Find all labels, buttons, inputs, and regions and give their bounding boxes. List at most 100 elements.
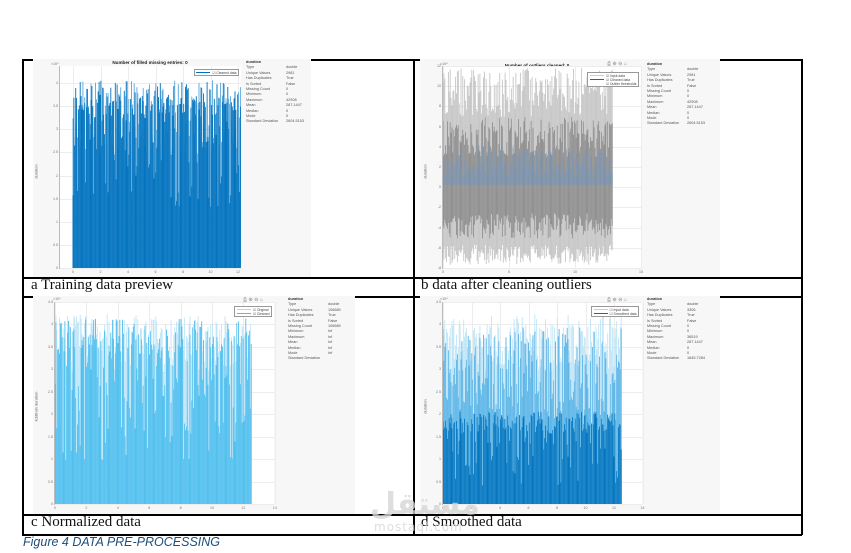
stats-row: Standard Deviation 1645.7284: [647, 356, 717, 361]
legend-label: ☑ Cleaned: [252, 311, 270, 316]
plot-legend[interactable]: ☑ Cleaned data: [193, 69, 239, 76]
stats-row: Is Sorted False: [246, 82, 309, 87]
home-icon[interactable]: ⌂: [623, 61, 627, 67]
x-tick-label: 0: [442, 506, 444, 510]
x-tick-label: 12: [236, 270, 240, 274]
y-tick-label: 2: [56, 173, 58, 178]
stats-value: 0: [286, 108, 289, 113]
stats-key: Mean: [288, 340, 298, 345]
stats-value: double: [687, 302, 699, 307]
y-tick-label: 3.5: [436, 344, 441, 349]
panel-d-figure: ×10⁴ duration ⎙ ⊕ ⊖ ⌂ 4.5 4 3.5 3 2.5 2 1.5 1 0.5 0 0…: [420, 296, 720, 514]
print-icon[interactable]: ⎙: [243, 297, 248, 303]
stats-row: Maximum 36519: [647, 335, 717, 340]
stats-value: 2981: [286, 70, 295, 75]
x-tick-label: 8: [179, 506, 182, 510]
stats-value: 0: [687, 110, 690, 115]
print-icon[interactable]: ⎙: [607, 297, 612, 303]
stats-value: 3306: [687, 307, 696, 312]
x-tick-label: 10: [573, 270, 577, 274]
y-exponent: ×10⁴: [440, 62, 448, 66]
x-tick-label: 2: [99, 270, 102, 274]
stats-key: Has Duplicates: [647, 78, 673, 83]
y-tick-label: 4: [439, 144, 441, 149]
stats-value: False: [286, 81, 296, 86]
legend-swatch: [236, 309, 251, 310]
plot-legend[interactable]: ☑ Original ☑ Cleaned: [234, 306, 272, 317]
table-bottom-border: [22, 534, 802, 536]
watermark: مستقل mostaql.com: [370, 490, 480, 535]
stats-row: Minimum 0: [647, 94, 717, 99]
stats-panel: duration Type double Unique Values 3306 Has D…: [647, 297, 717, 362]
y-tick-label: 0: [439, 185, 441, 190]
plot-toolbar[interactable]: ⎙ ⊕ ⊖ ⌂: [607, 61, 627, 67]
legend-entry[interactable]: ☑ Smoothed data: [593, 312, 637, 316]
y-tick-label: 1: [56, 219, 58, 224]
legend-entry[interactable]: ☑ Outlier thresholds: [589, 82, 637, 86]
plot-legend[interactable]: ☑ Input data ☑ Cleaned data ☑ Outlier thre…: [587, 72, 639, 87]
zoom-out-icon[interactable]: ⊖: [618, 61, 623, 67]
stats-value: 0: [687, 116, 690, 121]
zoom-in-icon[interactable]: ⊕: [248, 297, 253, 303]
zoom-out-icon[interactable]: ⊖: [254, 297, 259, 303]
y-tick-label: -2: [437, 205, 441, 210]
y-tick-label: -8: [437, 266, 441, 270]
grid-line: [443, 504, 642, 505]
x-tick-label: 15: [639, 270, 643, 274]
stats-key: Is Sorted: [647, 83, 663, 88]
stats-row: Mean 287.1447: [647, 340, 717, 345]
y-tick-label: 2: [51, 412, 53, 417]
legend-entry[interactable]: ☑ Input data: [593, 308, 637, 312]
stats-key: Has Duplicates: [647, 313, 673, 318]
legend-entry[interactable]: ☑ Cleaned: [236, 311, 270, 316]
stats-value: 0: [687, 351, 690, 356]
panel-b-caption: b data after cleaning outliers: [421, 277, 592, 293]
stats-key: Median: [288, 345, 301, 350]
y-tick-label: 6: [439, 124, 441, 129]
print-icon[interactable]: ⎙: [607, 61, 612, 67]
stats-title: duration: [288, 297, 304, 301]
legend-entry[interactable]: ☑ Original: [236, 308, 270, 312]
home-icon[interactable]: ⌂: [623, 297, 627, 303]
stats-value: double: [328, 302, 340, 307]
panel-c-caption: c Normalized data: [31, 514, 141, 530]
panel-a-caption: a Training data preview: [31, 277, 174, 293]
y-tick-label: -6: [437, 245, 441, 250]
stats-value: Inf: [328, 345, 333, 350]
zoom-in-icon[interactable]: ⊕: [612, 61, 617, 67]
stats-key: Minimum: [288, 329, 304, 334]
stats-panel: duration Type double Unique Values 2981 Has D…: [647, 62, 717, 127]
grid-line: [55, 324, 274, 325]
plot-toolbar[interactable]: ⎙ ⊕ ⊖ ⌂: [243, 297, 263, 303]
stats-value: 42908: [687, 99, 698, 104]
legend-entry[interactable]: ☑ Cleaned data: [589, 78, 637, 82]
zoom-out-icon[interactable]: ⊖: [618, 297, 623, 303]
x-tick-label: 10: [583, 506, 588, 510]
legend-entry[interactable]: ☑ Cleaned data: [196, 71, 237, 75]
y-tick-label: 0: [51, 502, 53, 506]
y-tick-label: 0.5: [48, 479, 53, 484]
stats-title: duration: [647, 297, 663, 301]
stats-key: Minimum: [647, 329, 663, 334]
x-tick-label: 8: [182, 270, 184, 274]
plot-legend[interactable]: ☑ Input data ☑ Smoothed data: [591, 306, 639, 317]
stats-value: 2604.5153: [687, 121, 705, 126]
stats-row: Median 0: [647, 346, 717, 351]
legend-entry[interactable]: ☑ Input data: [589, 74, 637, 78]
stats-row: Type double: [647, 67, 717, 72]
y-tick-label: 2.5: [53, 150, 58, 155]
stats-key: Unique Values: [647, 307, 672, 312]
stats-value: 106689: [328, 324, 341, 329]
stats-value: double: [286, 65, 298, 70]
zoom-in-icon[interactable]: ⊕: [612, 297, 617, 303]
watermark-latin: mostaql.com: [374, 520, 463, 534]
plot-toolbar[interactable]: ⎙ ⊕ ⊖ ⌂: [607, 297, 627, 303]
x-tick-label: 4: [116, 506, 119, 510]
x-tick-label: 12: [612, 506, 616, 510]
stats-key: Has Duplicates: [246, 76, 272, 81]
panel-d-caption: d Smoothed data: [421, 514, 522, 530]
stats-value: double: [687, 67, 699, 72]
home-icon[interactable]: ⌂: [259, 297, 263, 303]
stats-key: Median: [647, 345, 660, 350]
y-tick-label: 0.5: [436, 479, 441, 484]
